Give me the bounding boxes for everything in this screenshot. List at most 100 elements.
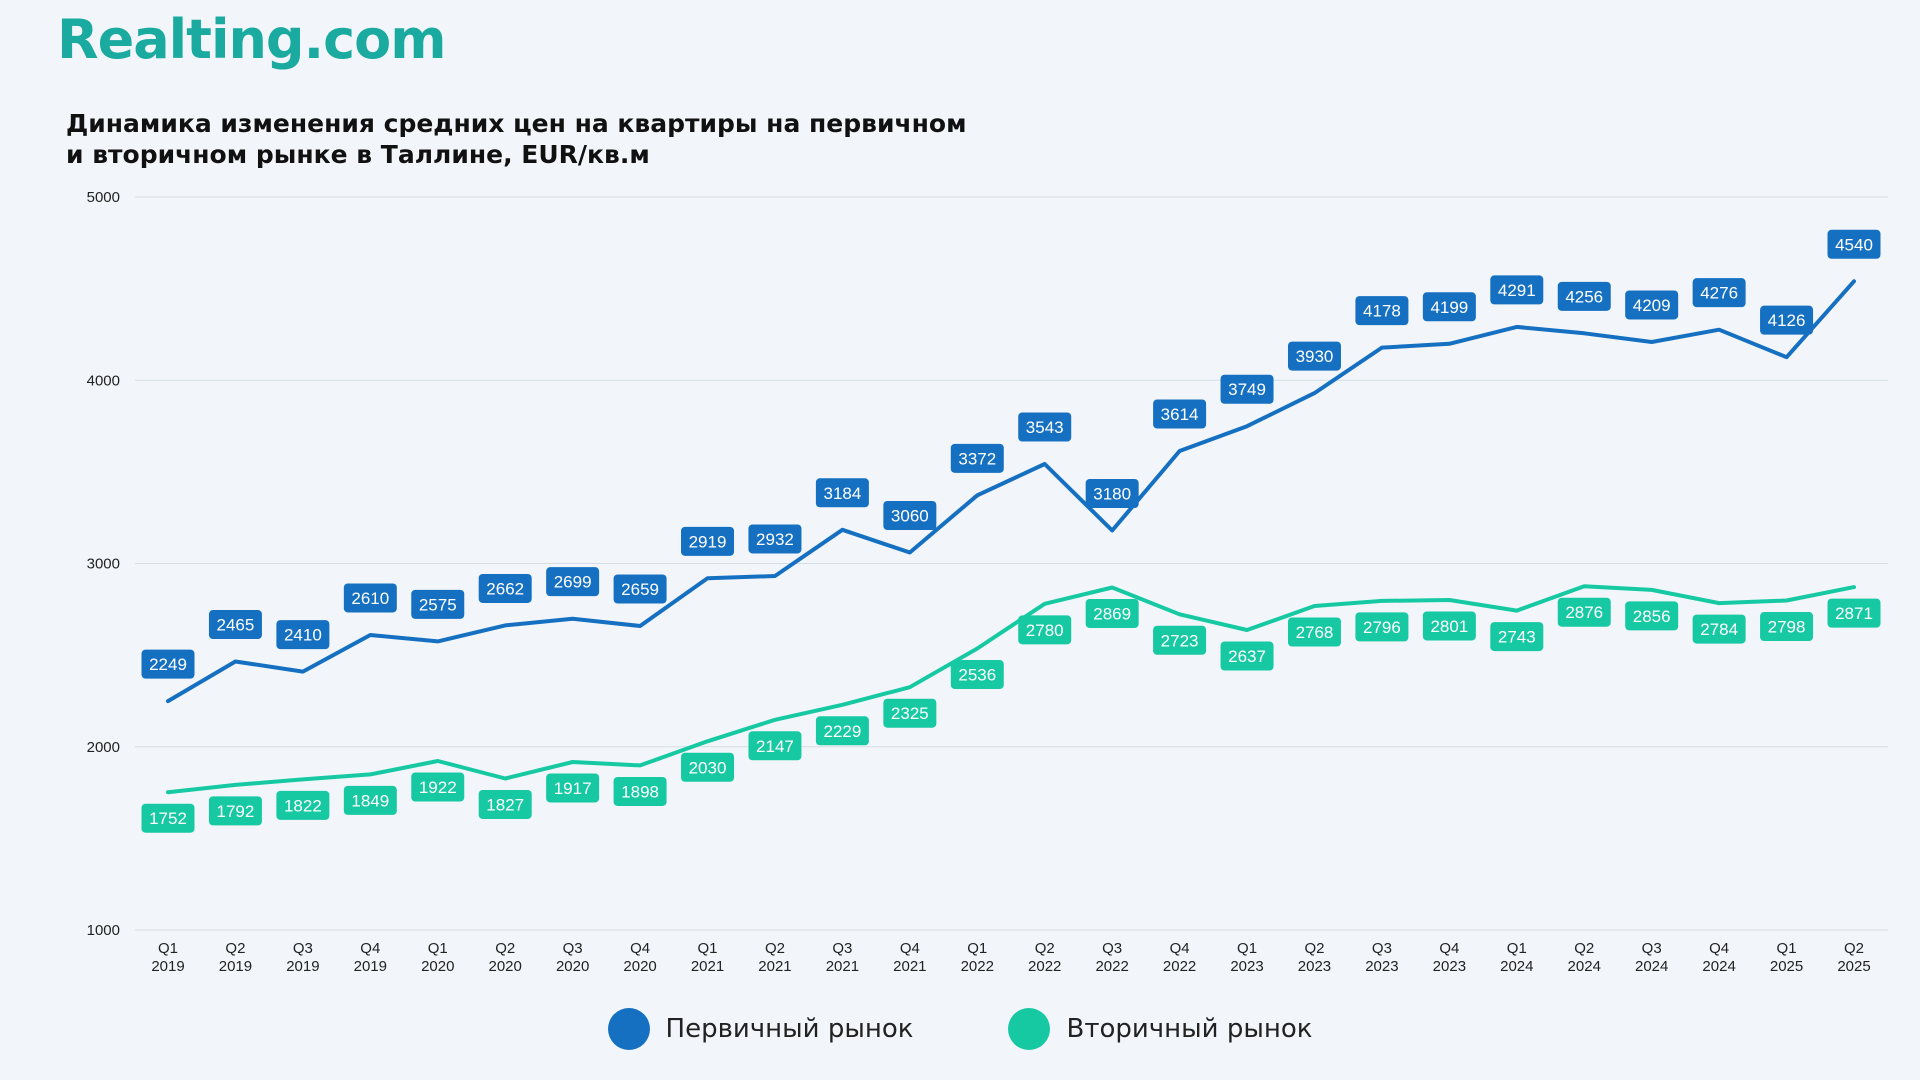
data-label: 2723 [1161,631,1199,650]
chart-title-line-1: Динамика изменения средних цен на кварти… [66,109,967,138]
data-label: 3180 [1093,485,1131,504]
data-label: 2637 [1228,647,1266,666]
data-label-box [1220,641,1274,671]
data-label-box [276,620,330,650]
data-label-box [1490,622,1544,652]
data-label-box [748,524,802,554]
data-label-box [1153,625,1207,655]
data-label-box [613,574,667,604]
data-label-box [1018,412,1072,442]
data-label-box [1625,290,1679,320]
data-label: 3614 [1161,405,1199,424]
legend-marker-primary [607,1008,650,1050]
data-label: 1822 [284,796,322,815]
data-label-box [1085,599,1139,629]
data-label: 2743 [1498,628,1536,647]
data-label: 4199 [1430,298,1468,317]
data-label-box [1085,479,1139,509]
data-label: 2662 [486,579,524,598]
x-tick-label: Q3 2023 [1365,940,1398,975]
data-label: 2325 [891,704,929,723]
data-label-box [1355,612,1409,642]
data-label-box [748,731,802,761]
chart-legend: Первичный рынок Вторичный рынок [0,1008,1920,1050]
x-tick-label: Q1 2021 [691,940,724,975]
data-label: 3930 [1296,347,1334,366]
x-tick-label: Q1 2025 [1770,940,1803,975]
data-label: 2575 [419,595,457,614]
data-label-box [141,803,195,833]
data-label-box [1422,292,1476,322]
brand-logo: Realting.com [57,8,446,71]
data-label: 2780 [1026,621,1064,640]
data-label: 3749 [1228,380,1266,399]
data-label: 4178 [1363,302,1401,321]
data-label: 2876 [1565,603,1603,622]
data-label: 2798 [1768,618,1806,637]
data-label: 1898 [621,782,659,801]
x-tick-label: Q2 2025 [1837,940,1870,975]
data-label: 3060 [891,507,929,526]
data-label-box [1422,611,1476,641]
x-tick-label: Q2 2024 [1568,940,1601,975]
data-label: 2410 [284,626,322,645]
data-label-box [1490,275,1544,305]
data-label-box [1692,614,1746,644]
data-label: 1849 [351,791,389,810]
data-label: 2699 [554,573,592,592]
x-tick-label: Q4 2022 [1163,940,1196,975]
x-tick-label: Q3 2024 [1635,940,1668,975]
data-label-box [1153,399,1207,429]
data-label-box [1827,229,1881,259]
x-tick-label: Q2 2019 [219,940,252,975]
data-label-box [883,501,937,531]
data-label-box [546,567,600,597]
data-label: 4276 [1700,284,1738,303]
data-label: 2147 [756,737,794,756]
data-label: 3543 [1026,418,1064,437]
y-tick-label: 4000 [87,372,120,389]
data-label-box [950,443,1004,473]
x-tick-label: Q4 2023 [1433,940,1466,975]
series-line-1 [166,584,1856,795]
data-label: 2919 [689,532,727,551]
data-label: 2869 [1093,605,1131,624]
data-label-box [1625,601,1679,631]
data-label: 2465 [217,616,255,635]
data-label-box [1018,615,1072,645]
x-tick-label: Q2 2021 [758,940,791,975]
x-tick-label: Q3 2021 [826,940,859,975]
data-label-box [1760,305,1814,335]
data-label: 1792 [217,802,255,821]
data-label: 2932 [756,530,794,549]
data-label-box [1355,296,1409,326]
x-tick-label: Q2 2023 [1298,940,1331,975]
x-tick-label: Q1 2024 [1500,940,1533,975]
data-label: 2249 [149,655,187,674]
data-label: 3372 [958,449,996,468]
x-tick-label: Q3 2022 [1095,940,1128,975]
data-label-box [276,790,330,820]
y-tick-label: 2000 [87,739,120,756]
x-tick-label: Q3 2019 [286,940,319,975]
data-label-box [141,649,195,679]
data-label-box [208,610,262,640]
legend-item-secondary: Вторичный рынок [1008,1008,1312,1050]
x-tick-label: Q4 2024 [1702,940,1735,975]
data-label-box [815,478,869,508]
data-label: 2229 [823,722,861,741]
data-label: 2768 [1296,623,1334,642]
data-label-box [883,698,937,728]
data-label: 2610 [351,589,389,608]
data-label: 2796 [1363,618,1401,637]
x-tick-label: Q3 2020 [556,940,589,975]
data-label-box [546,773,600,803]
data-label-box [1220,374,1274,404]
data-label: 3184 [823,484,861,503]
legend-marker-secondary [1008,1008,1051,1050]
series-line-0 [166,279,1856,704]
data-label-box [411,589,465,619]
data-label-box [1557,597,1611,627]
data-label: 1922 [419,778,457,797]
data-label-box [1760,612,1814,642]
